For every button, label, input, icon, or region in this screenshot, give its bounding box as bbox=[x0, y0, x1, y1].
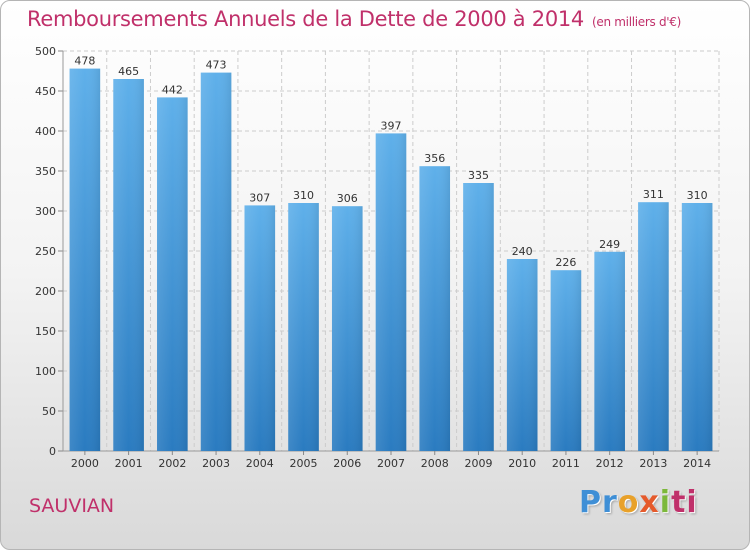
label-layer: 478 2000 465 2001 442 2002 473 2003 307 2004 310 20… bbox=[71, 55, 711, 470]
bar-shade bbox=[288, 203, 319, 451]
x-tick-label: 2013 bbox=[639, 457, 667, 470]
bar-value-label: 465 bbox=[118, 65, 139, 78]
logo-part-4: i bbox=[659, 485, 672, 520]
y-tick-label: 350 bbox=[35, 165, 56, 178]
bar-shade bbox=[157, 97, 188, 452]
x-tick-label: 2011 bbox=[552, 457, 580, 470]
y-tick-label: 450 bbox=[35, 85, 56, 98]
bar-value-label: 306 bbox=[337, 192, 358, 205]
x-tick-label: 2000 bbox=[71, 457, 99, 470]
bar-value-label: 473 bbox=[206, 59, 227, 72]
y-tick-label: 50 bbox=[42, 405, 56, 418]
bar-shade bbox=[113, 79, 144, 451]
y-tick-label: 250 bbox=[35, 245, 56, 258]
y-tick-label: 0 bbox=[49, 445, 56, 458]
bar-shade bbox=[638, 202, 669, 451]
y-tick-label: 400 bbox=[35, 125, 56, 138]
bar-value-label: 478 bbox=[74, 55, 95, 68]
bar-shade bbox=[550, 270, 582, 451]
bar-shade bbox=[375, 133, 407, 451]
x-tick-label: 2001 bbox=[115, 457, 143, 470]
logo-part-1: Pr bbox=[579, 485, 618, 520]
commune-name: SAUVIAN bbox=[29, 495, 115, 517]
x-tick-label: 2002 bbox=[158, 457, 186, 470]
x-tick-label: 2006 bbox=[333, 457, 361, 470]
x-tick-label: 2008 bbox=[421, 457, 449, 470]
bar-value-label: 249 bbox=[599, 238, 620, 251]
bar-value-label: 226 bbox=[555, 256, 576, 269]
bar-shade bbox=[331, 206, 363, 451]
x-tick-label: 2004 bbox=[246, 457, 274, 470]
y-tick-label: 200 bbox=[35, 285, 56, 298]
x-tick-label: 2010 bbox=[508, 457, 536, 470]
bar-value-label: 310 bbox=[687, 189, 708, 202]
y-tick-label: 100 bbox=[35, 365, 56, 378]
x-tick-label: 2003 bbox=[202, 457, 230, 470]
axis-layer: 0 50 100 150 200 250 300 350 400 450 500 bbox=[35, 45, 719, 458]
bar-shade bbox=[419, 166, 451, 451]
bar-shade bbox=[69, 68, 101, 451]
chart-title-text: Remboursements Annuels de la Dette de 20… bbox=[27, 7, 584, 31]
logo-part-3: x bbox=[639, 485, 660, 520]
bar-shade bbox=[506, 259, 538, 451]
x-tick-label: 2014 bbox=[683, 457, 711, 470]
y-tick-label: 300 bbox=[35, 205, 56, 218]
chart-unit: (en milliers d'€) bbox=[592, 15, 682, 29]
logo-part-5: ti bbox=[671, 485, 698, 520]
y-tick-label: 500 bbox=[35, 45, 56, 58]
bar-shade bbox=[681, 203, 713, 451]
bar-value-label: 335 bbox=[468, 169, 489, 182]
bar-value-label: 442 bbox=[162, 83, 183, 96]
bar-value-label: 310 bbox=[293, 189, 314, 202]
bar-shade bbox=[594, 251, 625, 451]
logo-part-2: o bbox=[617, 485, 640, 520]
chart-title: Remboursements Annuels de la Dette de 20… bbox=[27, 7, 681, 31]
bar-value-label: 356 bbox=[424, 152, 445, 165]
bar-value-label: 311 bbox=[643, 188, 664, 201]
x-tick-label: 2012 bbox=[596, 457, 624, 470]
x-tick-label: 2005 bbox=[290, 457, 318, 470]
bar-value-label: 397 bbox=[381, 119, 402, 132]
bar-layer bbox=[69, 68, 713, 452]
bar-value-label: 307 bbox=[249, 191, 270, 204]
bar-shade bbox=[244, 205, 276, 451]
y-tick-label: 150 bbox=[35, 325, 56, 338]
proxiti-logo: Proxiti bbox=[579, 485, 698, 520]
x-tick-label: 2007 bbox=[377, 457, 405, 470]
bar-shade bbox=[463, 183, 494, 451]
x-tick-label: 2009 bbox=[464, 457, 492, 470]
bar-shade bbox=[200, 72, 232, 451]
bar-value-label: 240 bbox=[512, 245, 533, 258]
